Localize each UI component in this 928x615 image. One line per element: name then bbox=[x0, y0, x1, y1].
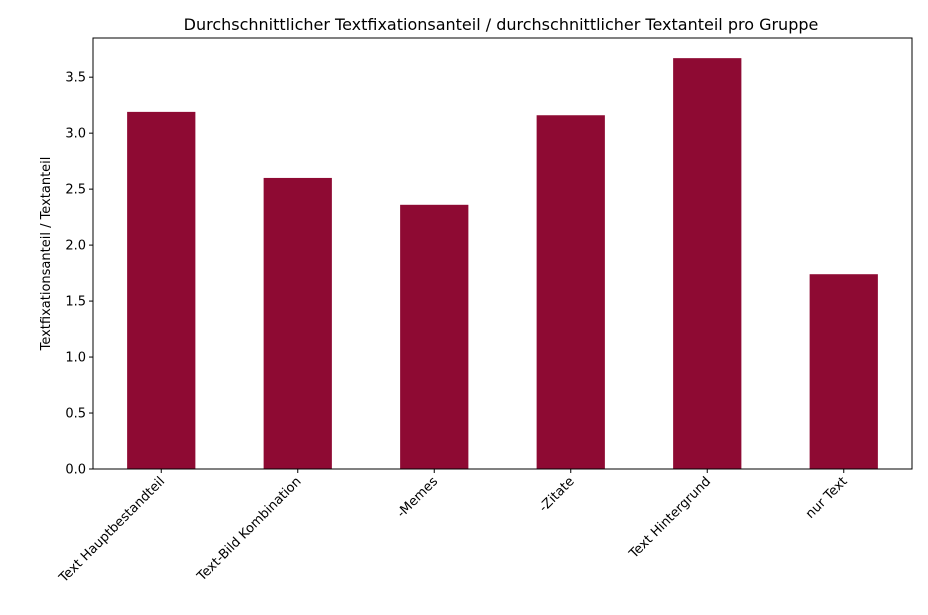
bar-5 bbox=[809, 274, 878, 469]
y-tick-label-7: 3.5 bbox=[65, 71, 86, 86]
x-tick-label-4: Text Hintergrund bbox=[626, 474, 714, 562]
y-axis-label: Textfixationsanteil / Textanteil bbox=[39, 157, 54, 352]
plot-frame bbox=[92, 37, 913, 470]
bar-0 bbox=[127, 111, 196, 469]
y-tick-label-1: 0.5 bbox=[65, 407, 86, 422]
bars-group bbox=[127, 58, 878, 470]
x-tick-label-0: Text Hauptbestandteil bbox=[56, 474, 168, 586]
bar-2 bbox=[400, 204, 469, 469]
bar-3 bbox=[536, 115, 605, 470]
y-axis-ticks: 0.0 0.5 1.0 1.5 2.0 2.5 3.0 3.5 bbox=[65, 71, 93, 478]
y-tick-label-0: 0.0 bbox=[65, 463, 86, 478]
x-tick-label-5: nur Text bbox=[803, 474, 851, 522]
x-tick-label-2: -Memes bbox=[394, 474, 441, 521]
y-tick-label-4: 2.0 bbox=[65, 239, 86, 254]
x-tick-label-3: -Zitate bbox=[536, 474, 577, 515]
chart-title: Durchschnittlicher Textfixationsanteil /… bbox=[184, 15, 819, 34]
y-tick-label-6: 3.0 bbox=[65, 127, 86, 142]
bar-1 bbox=[263, 177, 332, 469]
bar-4 bbox=[673, 58, 742, 470]
y-tick-label-2: 1.0 bbox=[65, 351, 86, 366]
x-axis-ticks: Text Hauptbestandteil Text-Bild Kombinati… bbox=[56, 469, 851, 586]
x-tick-label-1: Text-Bild Kombination bbox=[194, 474, 305, 585]
y-tick-label-3: 1.5 bbox=[65, 295, 86, 310]
y-tick-label-5: 2.5 bbox=[65, 183, 86, 198]
